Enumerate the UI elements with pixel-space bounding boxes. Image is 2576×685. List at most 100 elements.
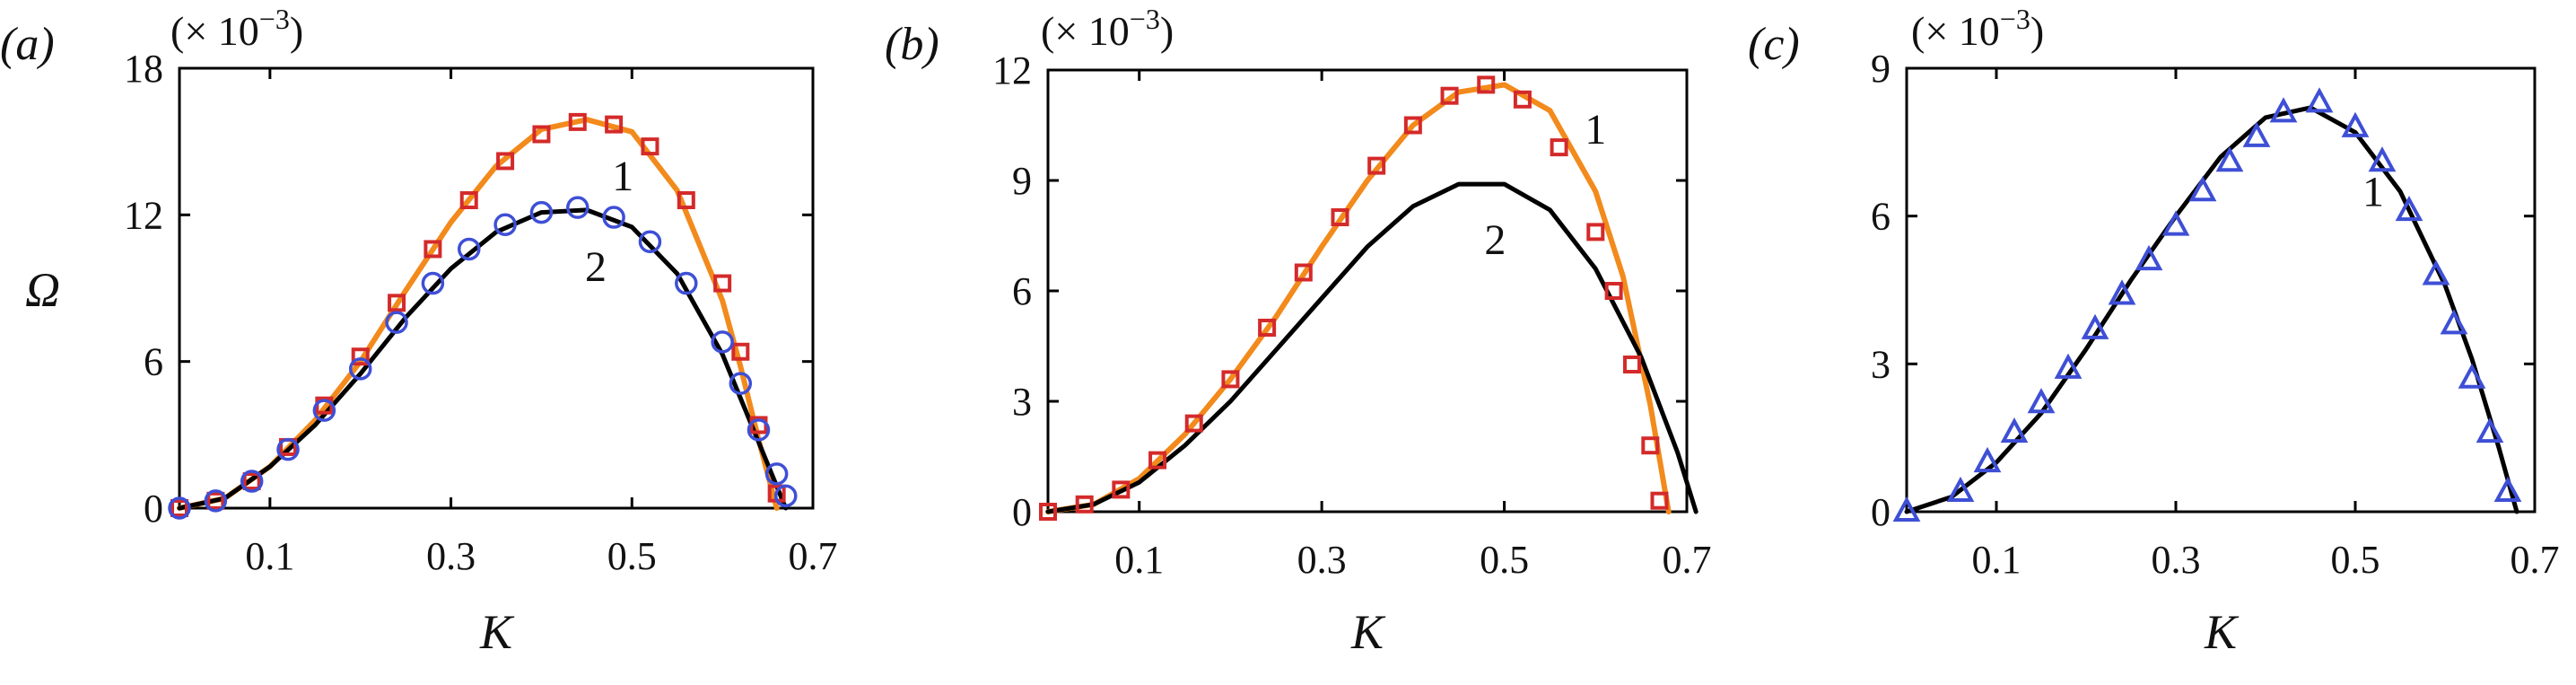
data-point (602, 206, 625, 229)
data-point (424, 240, 442, 259)
series-line-1 (1045, 181, 1698, 514)
curve-label: 2 (1484, 216, 1506, 264)
series-markers-1 (1892, 87, 2522, 522)
y-tick-label: 0 (1871, 490, 1891, 534)
exponent-label: (× 10−3) (1041, 3, 1174, 54)
y-tick-label: 9 (1012, 159, 1032, 203)
y-tick-label: 12 (124, 193, 163, 237)
data-point (493, 213, 517, 236)
data-point (1892, 496, 1921, 522)
data-point (1403, 116, 1422, 135)
x-tick-label: 0.1 (1114, 538, 1164, 582)
data-point (605, 115, 624, 134)
data-point (2027, 388, 2056, 414)
data-point (2305, 87, 2334, 113)
x-tick-label: 0.7 (1663, 538, 1712, 582)
y-tick-label: 0 (144, 487, 163, 531)
curve-label: 1 (1585, 106, 1606, 154)
data-point (1550, 138, 1568, 157)
x-tick-label: 0.1 (1972, 538, 2022, 582)
data-point (2135, 244, 2163, 271)
panel-label: (c) (1748, 19, 1800, 70)
data-point (711, 330, 734, 354)
data-point (1477, 75, 1496, 94)
panel-label: (b) (885, 19, 939, 70)
data-point (2242, 121, 2271, 147)
data-point (2458, 363, 2486, 389)
data-point (566, 196, 589, 219)
exponent-sup: −3 (2000, 3, 2030, 35)
data-point (1367, 156, 1386, 175)
series-line-0 (1045, 82, 1672, 514)
data-point (2054, 353, 2083, 379)
data-point (2188, 176, 2217, 202)
y-tick-label: 6 (1871, 195, 1891, 239)
data-point (276, 437, 300, 461)
data-point (1641, 436, 1660, 455)
plot-frame (178, 66, 815, 510)
x-tick-label: 0.5 (607, 534, 657, 578)
y-tick-label: 6 (1012, 269, 1032, 313)
data-point (348, 357, 372, 381)
data-point (675, 271, 698, 295)
data-point (713, 274, 732, 293)
exponent-close: ) (1160, 8, 1174, 54)
data-point (1221, 370, 1240, 389)
data-point (2000, 417, 2029, 443)
data-point (1604, 282, 1623, 300)
y-tick-label: 18 (124, 47, 163, 91)
data-point (2341, 111, 2370, 137)
exponent-label: (× 10−3) (1911, 3, 2044, 54)
y-axis-label: Ω (25, 263, 60, 317)
panel-3: (c) (× 10−3) 0.1 0.3 0.5 0.7 0 3 6 9 K 1 (1748, 3, 2560, 659)
series-markers-3 (168, 196, 798, 520)
data-point (773, 484, 798, 508)
curve-label: 1 (2362, 169, 2384, 216)
data-point (388, 294, 406, 312)
data-point (1331, 208, 1349, 226)
data-point (1650, 491, 1669, 510)
data-point (1586, 223, 1605, 242)
exponent-sup: −3 (1130, 3, 1160, 35)
data-point (731, 342, 750, 361)
data-point (2215, 146, 2244, 172)
data-point (2161, 210, 2190, 236)
data-point (459, 191, 478, 209)
series-markers-2 (170, 112, 786, 517)
exponent-base: (× 10 (1041, 8, 1130, 54)
data-point (2081, 313, 2109, 339)
data-point (2422, 259, 2450, 285)
plot-frame (1905, 66, 2537, 514)
data-point (2108, 279, 2136, 305)
x-axis-label: K (479, 605, 515, 659)
data-point (170, 499, 188, 517)
data-point (206, 491, 225, 510)
x-tick-label: 0.7 (789, 534, 838, 578)
data-point (1148, 451, 1167, 470)
data-point (1258, 319, 1277, 337)
data-point (1513, 90, 1532, 109)
data-point (2368, 146, 2397, 172)
data-point (2395, 196, 2423, 222)
data-point (2269, 97, 2298, 123)
exponent-close: ) (290, 8, 303, 54)
y-tick-label: 9 (1871, 47, 1891, 91)
panel-label: (a) (0, 19, 55, 70)
panel-1: (a) (× 10−3) 0.1 0.3 0.5 0.7 0 6 12 18 K Ω 12 (0, 3, 838, 659)
x-tick-label: 0.5 (1480, 538, 1529, 582)
data-point (168, 496, 191, 520)
y-tick-label: 6 (144, 340, 163, 384)
data-point (729, 372, 753, 395)
y-tick-label: 12 (992, 48, 1032, 92)
data-point (1946, 476, 1975, 503)
x-tick-label: 0.3 (2152, 538, 2201, 582)
curve-label: 1 (612, 153, 633, 200)
data-point (1294, 263, 1313, 282)
data-point (1973, 446, 2002, 473)
x-tick-label: 0.1 (245, 534, 294, 578)
data-point (1440, 86, 1459, 105)
data-point (747, 418, 771, 442)
x-tick-label: 0.5 (2331, 538, 2380, 582)
data-point (2493, 476, 2522, 503)
